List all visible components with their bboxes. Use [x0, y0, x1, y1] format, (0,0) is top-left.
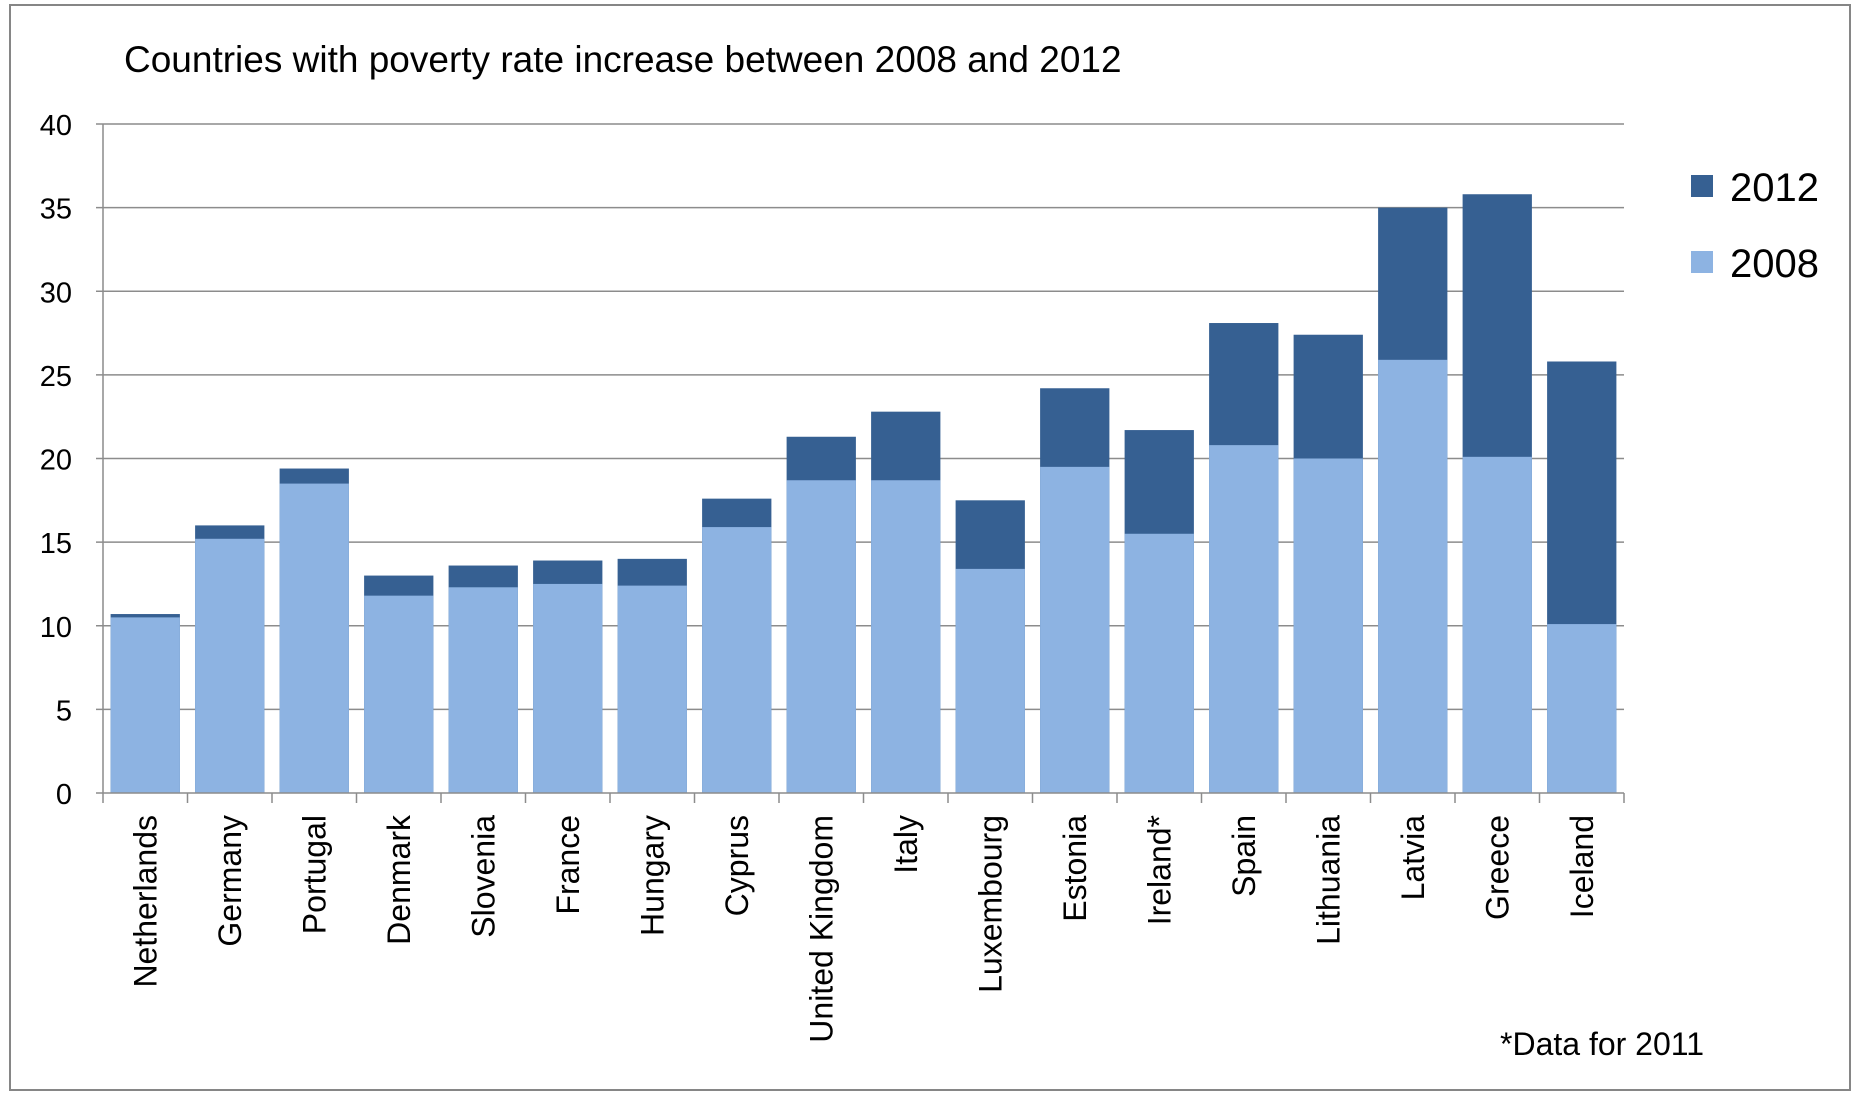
bar-2008-luxembourg: [955, 568, 1025, 793]
bar-2008-italy: [871, 480, 941, 793]
bar-2008-spain: [1209, 445, 1279, 793]
chart-title: Countries with poverty rate increase bet…: [124, 39, 1122, 80]
y-tick-label: 10: [40, 612, 72, 644]
y-tick-label: 40: [40, 110, 72, 142]
y-tick-label: 0: [56, 779, 72, 811]
legend-swatch-2008: [1691, 251, 1713, 273]
bar-2008-estonia: [1040, 466, 1110, 793]
x-tick-label: Lithuania: [1310, 815, 1346, 945]
bar-2008-lithuania: [1293, 458, 1363, 793]
x-tick-label: Latvia: [1395, 815, 1431, 901]
x-tick-label: Netherlands: [127, 815, 163, 988]
bars: [110, 194, 1617, 793]
gridlines: [103, 123, 1624, 711]
x-tick-label: Cyprus: [719, 815, 755, 916]
x-tick-label: Germany: [212, 815, 248, 947]
legend-swatch-2012: [1691, 175, 1713, 197]
bar-2008-greece: [1462, 456, 1532, 793]
bar-2008-france: [533, 583, 603, 793]
x-tick-label: United Kingdom: [803, 815, 839, 1043]
bar-2008-germany: [195, 538, 265, 793]
legend-label-2008: 2008: [1730, 242, 1819, 286]
bar-2008-cyprus: [702, 527, 772, 793]
bar-2008-hungary: [617, 585, 687, 793]
bar-2008-portugal: [279, 483, 349, 793]
x-tick-label: Iceland: [1564, 815, 1600, 918]
x-tick-label: France: [550, 815, 586, 915]
bar-2008-united-kingdom: [786, 480, 856, 793]
bar-2008-slovenia: [448, 587, 518, 793]
y-tick-label: 25: [40, 361, 72, 393]
x-tick-label: Luxembourg: [972, 815, 1008, 993]
x-tick-label: Greece: [1479, 815, 1515, 920]
legend: 2012 2008: [1691, 166, 1819, 286]
x-tick-label: Ireland*: [1141, 815, 1177, 925]
bar-2008-iceland: [1547, 624, 1617, 793]
y-tick-label: 30: [40, 277, 72, 309]
footnote: *Data for 2011: [1500, 1026, 1704, 1062]
y-tick-label: 20: [40, 445, 72, 477]
x-axis: Netherlands Germany Portugal Denmark Sloveni…: [102, 792, 1625, 1043]
x-tick-label: Spain: [1226, 815, 1262, 897]
y-tick-label: 35: [40, 194, 72, 226]
y-axis: 0 5 10 15 20 25 30 35 40: [40, 110, 104, 811]
bar-2008-latvia: [1378, 359, 1448, 793]
x-tick-label: Portugal: [296, 815, 332, 934]
x-tick-label: Italy: [888, 815, 924, 874]
legend-label-2012: 2012: [1730, 166, 1819, 210]
y-tick-label: 5: [56, 695, 72, 727]
x-tick-label: Hungary: [634, 815, 670, 936]
bar-2008-netherlands: [110, 617, 180, 793]
x-tick-label: Slovenia: [465, 815, 501, 938]
y-tick-label: 15: [40, 528, 72, 560]
x-tick-label: Denmark: [381, 814, 417, 945]
x-tick-label: Estonia: [1057, 815, 1093, 922]
bar-2008-ireland-: [1124, 533, 1194, 793]
bar-2008-denmark: [364, 595, 434, 793]
